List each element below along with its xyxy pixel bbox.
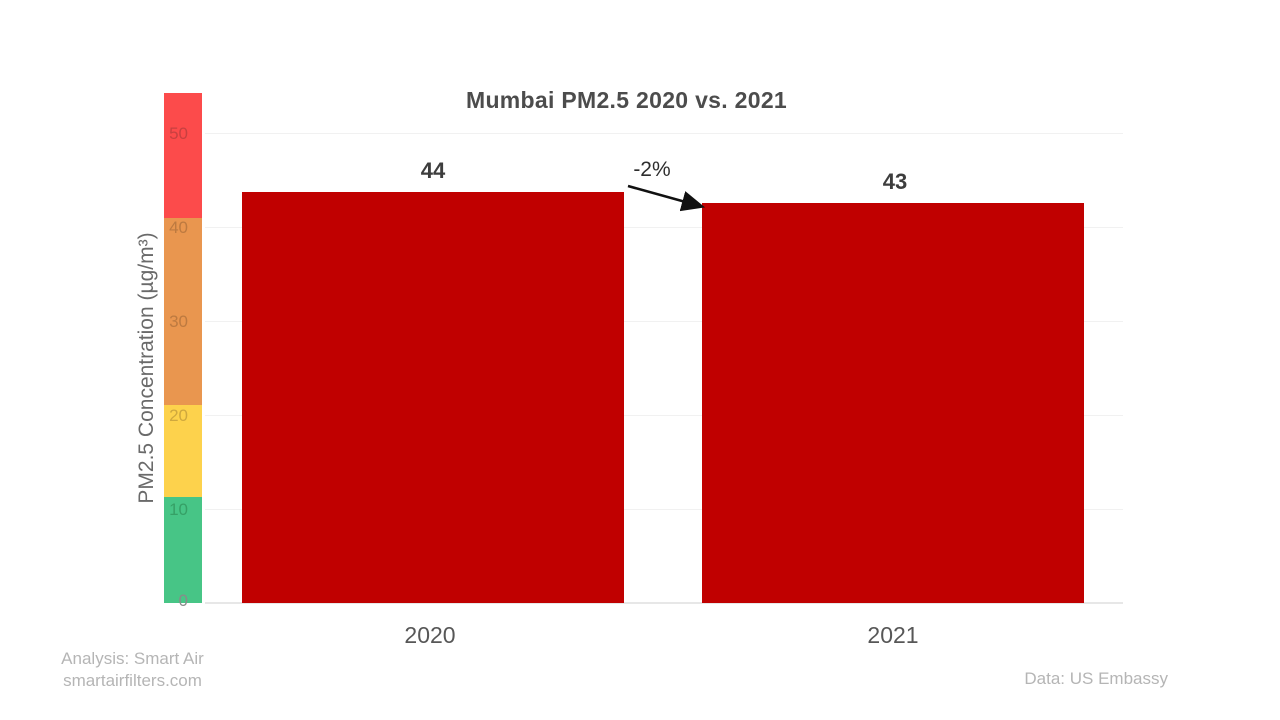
footer-analysis-credit: Analysis: Smart Air smartairfilters.com [30, 648, 235, 692]
gridline-40 [205, 227, 1123, 228]
gridline-20 [205, 415, 1123, 416]
footer-analysis-line2: smartairfilters.com [63, 671, 202, 690]
bar-2020 [242, 192, 624, 603]
gridline-10 [205, 509, 1123, 510]
footer-data-source: Data: US Embassy [1024, 669, 1168, 688]
y-tick-10: 10 [169, 500, 188, 519]
value-label-2020: 44 [420, 158, 446, 183]
change-annotation: -2% [633, 158, 671, 181]
gridline-50 [205, 133, 1123, 134]
value-label-2021: 43 [882, 169, 908, 194]
y-tick-0: 0 [178, 591, 188, 610]
y-axis-title: PM2.5 Concentration (µg/m³) [135, 232, 158, 504]
chart-title: Mumbai PM2.5 2020 vs. 2021 [465, 87, 788, 113]
aqi-segment-unhealthy-sensitive [164, 218, 202, 405]
x-label-2021: 2021 [867, 622, 919, 648]
x-label-2020: 2020 [404, 622, 456, 648]
y-tick-20: 20 [169, 406, 188, 425]
aqi-segment-moderate [164, 405, 202, 497]
decrease-arrow-icon [622, 180, 710, 214]
bar-2021 [702, 203, 1084, 603]
gridline-30 [205, 321, 1123, 322]
y-tick-30: 30 [169, 312, 188, 331]
y-tick-50: 50 [169, 124, 188, 143]
aqi-segment-unhealthy [164, 93, 202, 218]
y-tick-40: 40 [169, 218, 188, 237]
footer-analysis-line1: Analysis: Smart Air [61, 649, 204, 668]
aqi-segment-good [164, 497, 202, 603]
x-axis-line [205, 602, 1123, 604]
